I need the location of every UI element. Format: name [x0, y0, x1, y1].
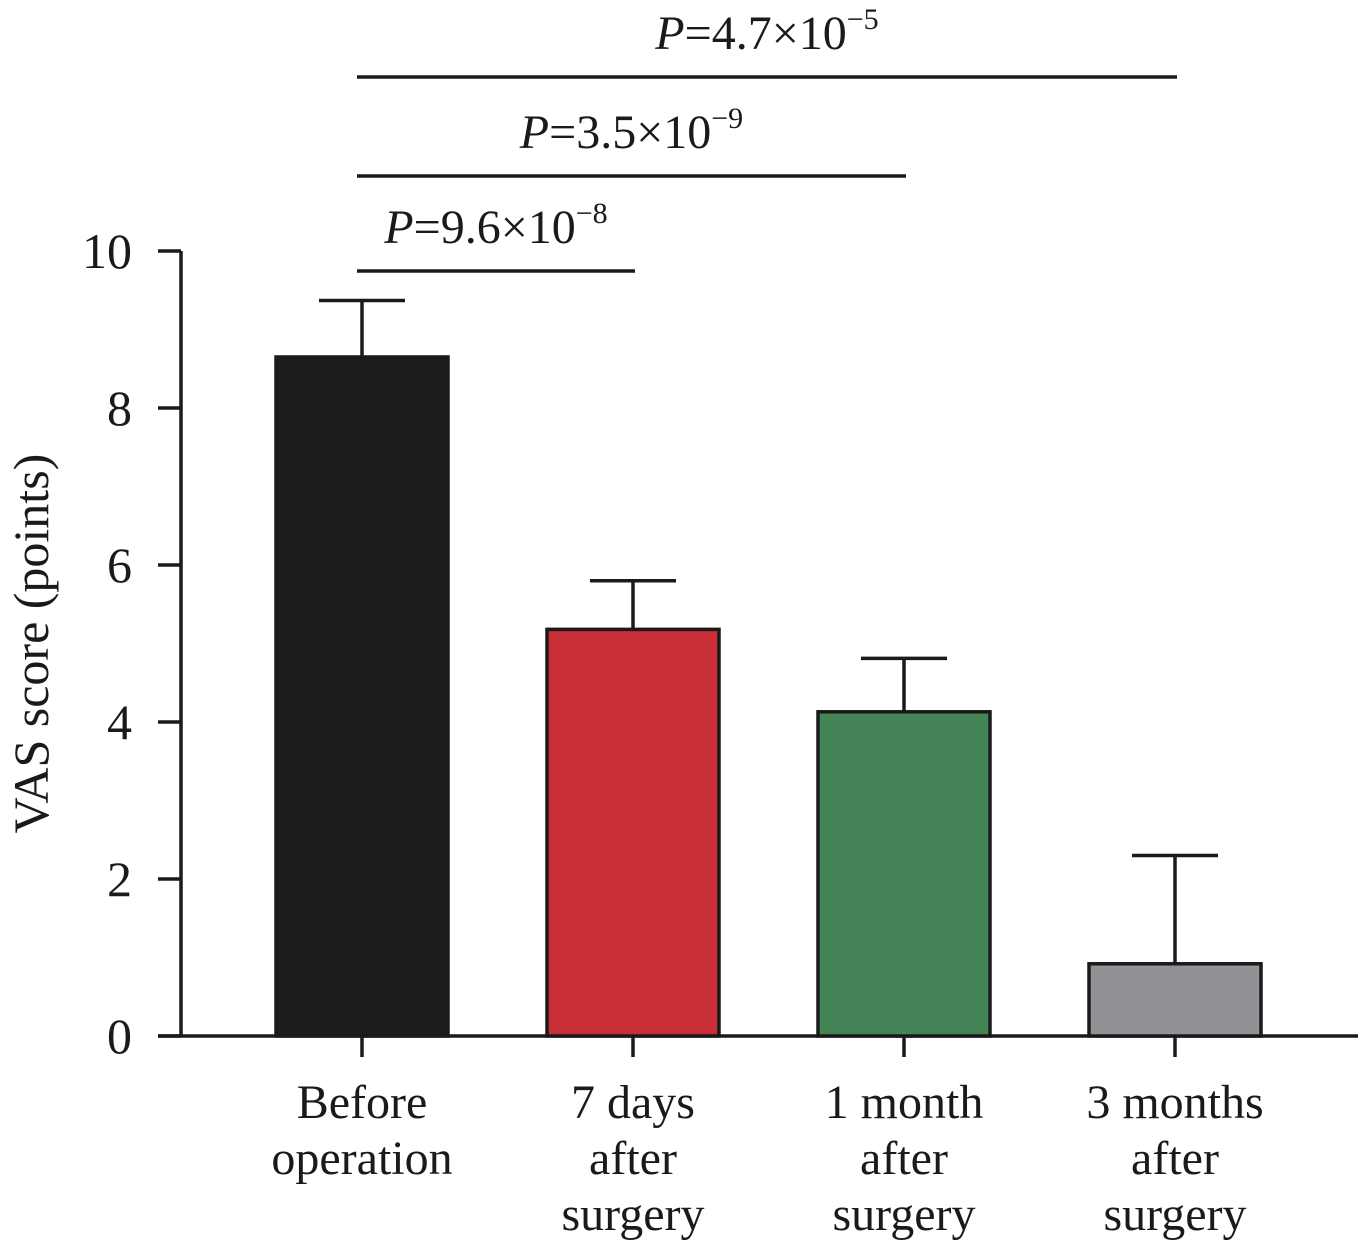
y-axis-title: VAS score (points) — [3, 454, 59, 834]
y-tick-label: 4 — [107, 694, 132, 750]
bar — [816, 710, 992, 1038]
chart-bars — [274, 355, 1263, 1038]
significance-brackets — [357, 75, 1177, 273]
y-tick-label: 10 — [82, 223, 132, 279]
p-value-label: P=9.6×10−8 — [383, 197, 607, 254]
bar — [274, 355, 450, 1038]
bar — [545, 627, 721, 1038]
y-tick-label: 2 — [107, 851, 132, 907]
x-category-label: 1 month after surgery — [825, 1076, 984, 1241]
p-value-label: P=4.7×10−5 — [654, 3, 878, 60]
x-category-label: 7 days after surgery — [561, 1076, 704, 1241]
y-tick-label: 0 — [107, 1008, 132, 1064]
bar — [1087, 962, 1263, 1038]
chart-labels: 0 2 4 6 8 10 VAS score (points) Before operation… — [3, 3, 1264, 1241]
x-category-label: 3 months after surgery — [1086, 1076, 1263, 1241]
y-tick-label: 6 — [107, 537, 132, 593]
p-value-label: P=3.5×10−9 — [519, 102, 743, 159]
chart-error-bars — [319, 298, 1218, 964]
y-tick-label: 8 — [107, 380, 132, 436]
x-category-label: Before operation — [271, 1076, 452, 1185]
